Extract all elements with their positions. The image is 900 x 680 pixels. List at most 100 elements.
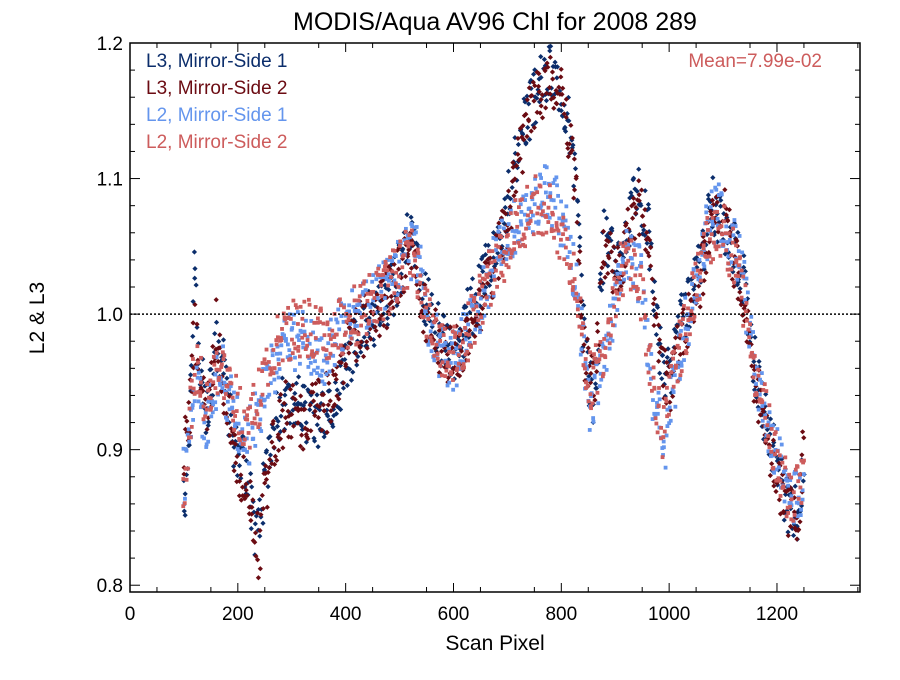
data-point-series-3 bbox=[392, 278, 397, 283]
data-point-series-2 bbox=[368, 336, 374, 342]
data-point-series-4 bbox=[474, 304, 479, 309]
data-point-series-4 bbox=[257, 422, 262, 427]
data-point-series-3 bbox=[651, 398, 655, 402]
data-point-series-3 bbox=[393, 254, 398, 258]
data-point-series-4 bbox=[571, 251, 576, 256]
data-point-series-3 bbox=[748, 333, 753, 337]
data-point-series-4 bbox=[483, 302, 487, 307]
data-point-series-1 bbox=[355, 353, 361, 360]
data-point-series-3 bbox=[267, 392, 272, 397]
data-point-series-3 bbox=[417, 255, 422, 260]
data-point-series-3 bbox=[274, 351, 279, 356]
data-point-series-3 bbox=[415, 279, 419, 284]
data-point-series-4 bbox=[570, 279, 575, 284]
data-point-series-3 bbox=[410, 224, 415, 228]
data-point-series-3 bbox=[269, 343, 274, 348]
data-point-series-4 bbox=[584, 380, 588, 385]
data-point-series-4 bbox=[256, 425, 261, 430]
data-point-series-4 bbox=[311, 354, 315, 359]
data-point-series-2 bbox=[708, 208, 714, 215]
data-point-series-3 bbox=[304, 318, 308, 323]
data-point-series-2 bbox=[450, 366, 456, 372]
data-point-series-2 bbox=[672, 335, 679, 341]
data-point-series-1 bbox=[468, 285, 474, 291]
data-point-series-3 bbox=[697, 275, 702, 280]
data-point-series-3 bbox=[458, 359, 463, 364]
data-point-series-2 bbox=[636, 178, 642, 184]
data-point-series-4 bbox=[274, 338, 279, 342]
data-point-series-3 bbox=[355, 303, 360, 307]
data-point-series-3 bbox=[195, 375, 200, 380]
data-point-series-1 bbox=[212, 331, 218, 337]
data-point-series-2 bbox=[374, 292, 380, 298]
data-point-series-3 bbox=[528, 216, 533, 221]
data-point-series-3 bbox=[615, 271, 620, 276]
data-point-series-4 bbox=[342, 305, 346, 310]
data-point-series-2 bbox=[346, 350, 352, 356]
data-point-series-4 bbox=[593, 343, 598, 348]
data-point-series-1 bbox=[315, 444, 321, 450]
data-point-series-4 bbox=[352, 284, 357, 289]
data-point-series-3 bbox=[245, 450, 249, 454]
data-point-series-4 bbox=[268, 366, 273, 371]
data-point-series-4 bbox=[588, 404, 593, 409]
data-point-series-2 bbox=[528, 128, 534, 134]
data-point-series-3 bbox=[332, 363, 337, 367]
data-point-series-2 bbox=[320, 391, 327, 398]
data-point-series-4 bbox=[533, 174, 538, 179]
data-point-series-4 bbox=[372, 296, 377, 300]
data-point-series-1 bbox=[668, 390, 674, 396]
data-point-series-3 bbox=[482, 288, 487, 293]
data-point-series-1 bbox=[594, 385, 600, 391]
data-point-series-4 bbox=[691, 317, 696, 322]
data-point-series-1 bbox=[575, 212, 581, 218]
data-point-series-4 bbox=[694, 293, 699, 298]
data-point-series-1 bbox=[531, 71, 537, 77]
data-point-series-3 bbox=[324, 372, 329, 377]
data-point-series-2 bbox=[288, 434, 294, 440]
data-point-series-1 bbox=[332, 379, 339, 386]
data-point-series-1 bbox=[257, 497, 263, 503]
data-point-series-4 bbox=[435, 356, 440, 361]
data-point-series-1 bbox=[267, 434, 273, 440]
data-point-series-2 bbox=[472, 333, 478, 339]
data-point-series-4 bbox=[288, 317, 293, 321]
data-point-series-4 bbox=[366, 321, 371, 326]
data-point-series-1 bbox=[301, 383, 308, 389]
data-point-series-3 bbox=[523, 198, 528, 202]
data-point-series-3 bbox=[435, 340, 440, 345]
data-point-series-1 bbox=[533, 119, 539, 126]
data-point-series-1 bbox=[693, 254, 700, 261]
data-point-series-3 bbox=[754, 382, 758, 386]
data-point-series-4 bbox=[606, 320, 611, 325]
data-point-series-4 bbox=[354, 342, 359, 347]
data-point-series-1 bbox=[615, 277, 621, 283]
data-point-series-1 bbox=[342, 356, 348, 363]
data-point-series-2 bbox=[680, 350, 687, 356]
data-point-series-2 bbox=[737, 289, 743, 295]
y-tick-label: 0.8 bbox=[97, 576, 123, 597]
data-point-series-1 bbox=[419, 296, 425, 302]
data-point-series-3 bbox=[626, 242, 631, 247]
data-point-series-4 bbox=[461, 340, 465, 345]
data-point-series-4 bbox=[410, 241, 415, 246]
data-point-series-2 bbox=[362, 303, 368, 309]
data-point-series-2 bbox=[544, 60, 550, 66]
data-point-series-2 bbox=[785, 532, 791, 539]
data-point-series-2 bbox=[581, 342, 587, 348]
data-point-series-3 bbox=[377, 264, 381, 269]
data-point-series-3 bbox=[235, 395, 240, 399]
data-point-series-3 bbox=[295, 310, 300, 314]
data-point-series-4 bbox=[567, 281, 572, 285]
data-point-series-1 bbox=[525, 124, 531, 131]
data-point-series-3 bbox=[309, 371, 314, 376]
data-point-series-4 bbox=[392, 291, 397, 296]
data-point-series-2 bbox=[447, 324, 453, 330]
data-point-series-2 bbox=[340, 380, 347, 386]
data-point-series-2 bbox=[584, 336, 591, 342]
data-point-series-3 bbox=[351, 304, 356, 309]
data-point-series-1 bbox=[534, 95, 540, 101]
data-point-series-3 bbox=[591, 419, 596, 424]
data-point-series-3 bbox=[794, 500, 799, 505]
data-point-series-4 bbox=[709, 260, 713, 265]
